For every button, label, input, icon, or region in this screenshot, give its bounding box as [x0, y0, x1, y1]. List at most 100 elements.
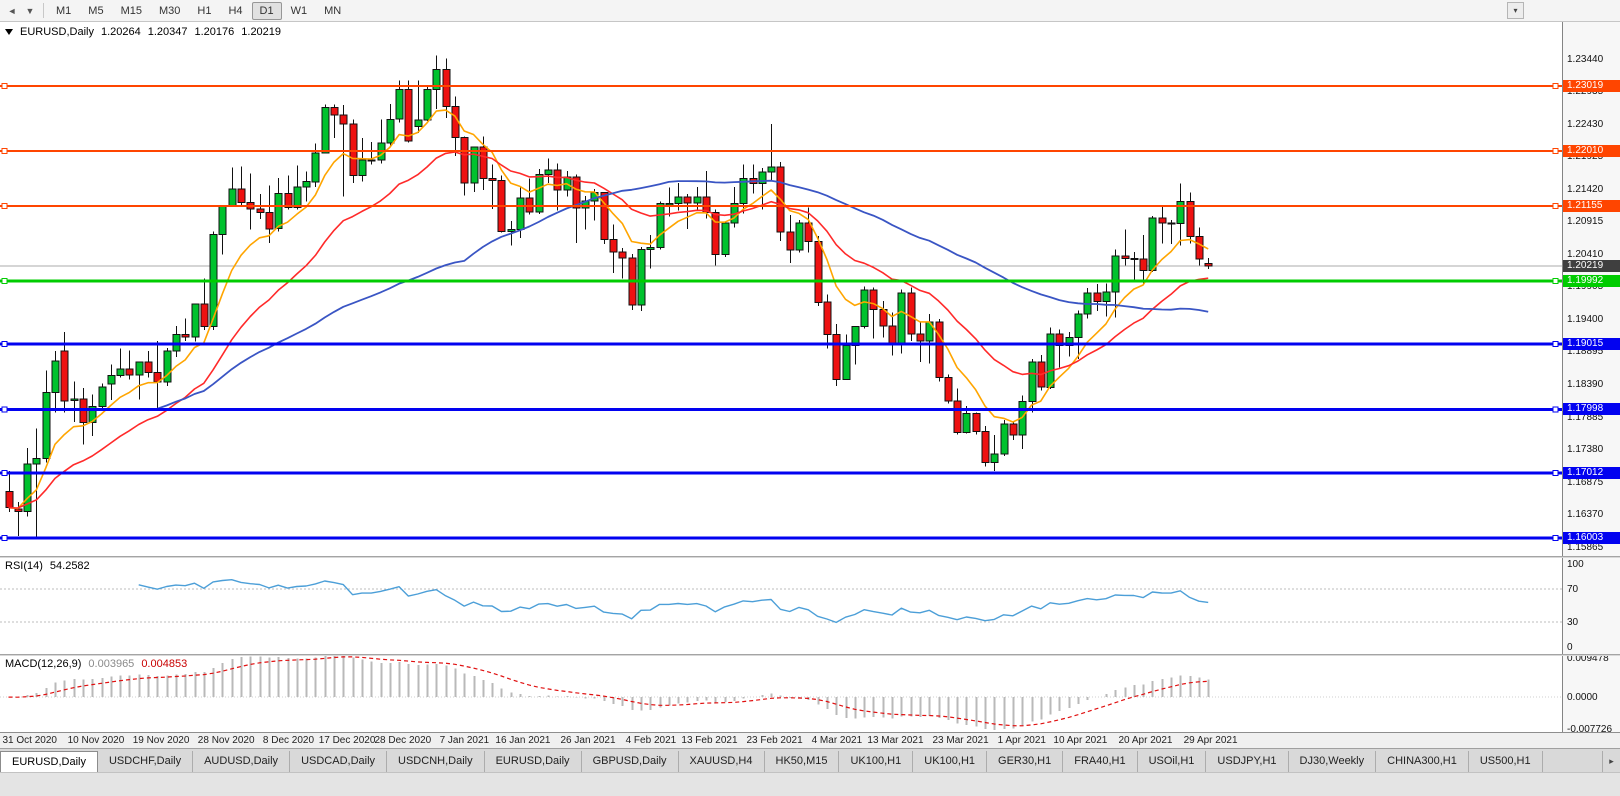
chart-tab[interactable]: FRA40,H1 [1063, 751, 1138, 772]
price-level-badge: 1.19992 [1563, 274, 1620, 287]
time-axis-label: 7 Jan 2021 [439, 735, 490, 746]
toolbar-separator [43, 3, 44, 18]
chart-tab[interactable]: GER30,H1 [987, 751, 1064, 772]
macd-indicator-panel: MACD(12,26,9) 0.003965 0.004853 [0, 656, 1562, 732]
chart-tab[interactable]: USDCHF,Daily [97, 751, 194, 772]
chart-tab[interactable]: USDCNH,Daily [387, 751, 485, 772]
price-axis[interactable]: 1.23019 1.22010 1.21155 1.19992 1.19015 1.179… [1562, 22, 1620, 748]
chart-tab[interactable]: USDJPY,H1 [1206, 751, 1289, 772]
chart-tab[interactable]: USOil,H1 [1137, 751, 1207, 772]
macd-header: MACD(12,26,9) 0.003965 0.004853 [5, 658, 187, 670]
chart-tab[interactable]: GBPUSD,Daily [581, 751, 679, 772]
macd-axis-label: 0.0000 [1567, 692, 1598, 704]
time-axis-label: 13 Feb 2021 [681, 735, 738, 746]
price-chart-panel: EURUSD,Daily 1.20264 1.20347 1.20176 1.2… [0, 22, 1562, 556]
chart-tab[interactable]: US500,H1 [1468, 751, 1543, 772]
price-level-badge: 1.17012 [1563, 466, 1620, 479]
timeframe-button-w1[interactable]: W1 [290, 4, 308, 17]
time-axis-label: 29 Apr 2021 [1183, 735, 1238, 746]
quote-low: 1.20176 [194, 26, 235, 38]
time-axis-label: 20 Apr 2021 [1118, 735, 1173, 746]
timeframe-button-group: M1 M5 M15 M30 H1 H4 D1 W1 MN [48, 1, 349, 20]
timeframe-button-d1[interactable]: D1 [251, 1, 282, 20]
chart-tab[interactable]: UK100,H1 [839, 751, 914, 772]
quote-open: 1.20264 [100, 26, 141, 38]
time-axis-label: 28 Nov 2020 [197, 735, 255, 746]
chart-tab[interactable]: EURUSD,Daily [484, 751, 582, 772]
price-axis-label: 1.17885 [1567, 411, 1604, 423]
macd-value: 0.003965 [88, 658, 135, 670]
toolbar-overflow-button[interactable]: ▾ [1507, 2, 1524, 19]
chart-tab[interactable]: CHINA300,H1 [1376, 751, 1469, 772]
price-axis-label: 1.21420 [1567, 183, 1604, 195]
chart-symbol-label: EURUSD,Daily [20, 26, 94, 38]
timeframe-button-h1[interactable]: H1 [197, 4, 212, 17]
chart-tab[interactable]: DJ30,Weekly [1288, 751, 1377, 772]
price-level-badge: 1.19015 [1563, 337, 1620, 350]
time-axis-label: 28 Dec 2020 [374, 735, 432, 746]
rsi-label: RSI(14) [5, 560, 43, 572]
quick-trade-arrow-icon[interactable] [5, 29, 13, 35]
price-axis-label: 1.16875 [1567, 476, 1604, 488]
price-axis-label: 1.18390 [1567, 379, 1604, 390]
cursor-tool-icon[interactable]: ◄ [7, 5, 17, 16]
quote-close: 1.20219 [241, 26, 282, 38]
macd-axis-label: -0.007726 [1567, 724, 1613, 735]
price-level-badge: 1.22010 [1563, 144, 1620, 157]
time-axis-label: 26 Jan 2021 [560, 735, 616, 746]
price-level-badge: 1.23019 [1563, 79, 1620, 92]
time-axis-label: 10 Nov 2020 [67, 735, 125, 746]
timeframe-button-m30[interactable]: M30 [158, 4, 181, 17]
timeframe-button-m5[interactable]: M5 [88, 4, 104, 17]
rsi-canvas[interactable] [0, 558, 1562, 654]
rsi-value: 54.2582 [49, 560, 90, 572]
time-axis[interactable]: 31 Oct 2020 10 Nov 2020 19 Nov 2020 28 Nov … [0, 732, 1620, 748]
price-axis-label: 1.17380 [1567, 444, 1604, 456]
chart-tab[interactable]: XAUUSD,H4 [678, 751, 765, 772]
timeframe-button-m15[interactable]: M15 [120, 4, 142, 17]
time-axis-label: 10 Apr 2021 [1053, 735, 1108, 746]
chart-tabs: EURUSD,Daily USDCHF,Daily AUDUSD,Daily USDC… [0, 751, 1602, 772]
chart-tab[interactable]: AUDUSD,Daily [193, 751, 291, 772]
price-axis-label: 1.15865 [1567, 541, 1604, 553]
chart-tab[interactable]: HK50,M15 [764, 751, 840, 772]
macd-canvas[interactable] [0, 656, 1562, 732]
rsi-axis-label: 70 [1567, 583, 1579, 595]
time-axis-label: 31 Oct 2020 [2, 735, 57, 746]
time-axis-label: 23 Mar 2021 [932, 735, 989, 746]
macd-signal-value: 0.004853 [141, 658, 188, 670]
time-axis-label: 8 Dec 2020 [262, 735, 315, 746]
panel-splitter[interactable] [0, 556, 1620, 558]
chart-menu-dropdown-icon[interactable]: ▼ [25, 5, 35, 16]
price-axis-label: 1.19905 [1567, 281, 1604, 293]
price-axis-label: 1.19400 [1567, 313, 1604, 325]
time-axis-label: 4 Feb 2021 [625, 735, 677, 746]
time-axis-label: 4 Mar 2021 [811, 735, 863, 746]
rsi-indicator-panel: RSI(14) 54.2582 [0, 558, 1562, 654]
price-axis-label: 1.18895 [1567, 346, 1604, 358]
timeframe-button-h4[interactable]: H4 [228, 4, 243, 17]
rsi-axis-label: 0 [1567, 642, 1573, 653]
macd-label: MACD(12,26,9) [5, 658, 82, 670]
panel-splitter[interactable] [0, 654, 1620, 656]
price-level-badge: 1.16003 [1563, 531, 1620, 544]
price-level-badge: 1.17998 [1563, 403, 1620, 416]
rsi-axis-label: 100 [1567, 559, 1584, 570]
time-axis-label: 17 Dec 2020 [318, 735, 376, 746]
chart-title: EURUSD,Daily 1.20264 1.20347 1.20176 1.2… [5, 26, 281, 38]
price-chart-canvas[interactable] [0, 22, 1562, 556]
chart-tab[interactable]: EURUSD,Daily [0, 751, 98, 772]
time-axis-label: 19 Nov 2020 [132, 735, 190, 746]
price-axis-label: 1.23440 [1567, 53, 1604, 65]
time-axis-label: 16 Jan 2021 [495, 735, 551, 746]
tab-scroll-button[interactable]: ▸ [1602, 751, 1620, 772]
price-axis-label: 1.20410 [1567, 248, 1604, 260]
price-axis-label: 1.22430 [1567, 118, 1604, 130]
chart-tab[interactable]: USDCAD,Daily [290, 751, 388, 772]
time-axis-label: 13 Mar 2021 [867, 735, 924, 746]
status-bar [0, 772, 1620, 796]
timeframe-button-mn[interactable]: MN [324, 4, 342, 17]
chart-tab[interactable]: UK100,H1 [913, 751, 988, 772]
timeframe-button-m1[interactable]: M1 [56, 4, 72, 17]
